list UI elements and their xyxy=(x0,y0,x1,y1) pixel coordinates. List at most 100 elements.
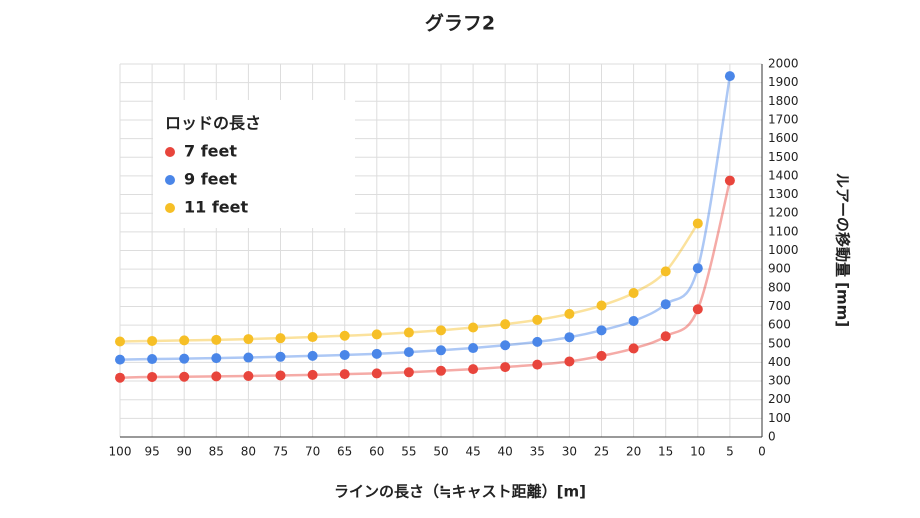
data-point xyxy=(628,343,639,354)
y-tick-label: 1000 xyxy=(768,243,799,257)
x-tick-label: 75 xyxy=(273,445,288,459)
legend-label: 9 feet xyxy=(184,170,237,189)
data-point xyxy=(724,175,735,186)
data-point xyxy=(692,218,703,229)
data-point xyxy=(628,288,639,299)
data-point xyxy=(275,333,286,344)
data-point xyxy=(115,336,125,347)
data-point xyxy=(436,345,446,356)
x-tick-label: 85 xyxy=(209,445,224,459)
data-point xyxy=(468,364,479,375)
chart-title: グラフ2 xyxy=(425,12,495,35)
data-point xyxy=(403,327,414,338)
data-point xyxy=(403,347,414,358)
x-tick-label: 10 xyxy=(690,445,705,459)
x-tick-label: 65 xyxy=(337,445,352,459)
y-tick-label: 500 xyxy=(768,336,791,350)
data-point xyxy=(211,334,222,345)
y-tick-label: 2000 xyxy=(768,57,799,71)
y-tick-label: 1400 xyxy=(768,168,799,182)
data-point xyxy=(243,371,254,382)
data-point xyxy=(243,334,254,345)
data-point xyxy=(596,350,607,361)
data-point xyxy=(692,304,703,315)
data-point xyxy=(243,352,254,363)
x-tick-label: 15 xyxy=(658,445,673,459)
data-point xyxy=(660,266,671,277)
x-tick-label: 95 xyxy=(144,445,159,459)
data-point xyxy=(115,354,125,365)
x-tick-label: 25 xyxy=(594,445,609,459)
data-point xyxy=(339,330,350,341)
data-point xyxy=(403,367,414,378)
y-tick-label: 1700 xyxy=(768,112,799,126)
data-point xyxy=(179,371,190,382)
data-point xyxy=(532,314,543,325)
data-point xyxy=(147,371,158,382)
y-tick-label: 700 xyxy=(768,299,791,313)
data-point xyxy=(307,350,318,361)
data-point xyxy=(468,343,479,354)
data-point xyxy=(147,335,158,346)
y-tick-label: 100 xyxy=(768,411,791,425)
x-tick-label: 100 xyxy=(109,445,132,459)
y-axis-label: ルアーの移動量 [mm] xyxy=(834,173,852,327)
x-tick-label: 35 xyxy=(530,445,545,459)
y-tick-label: 300 xyxy=(768,374,791,388)
y-tick-label: 0 xyxy=(768,430,776,444)
y-tick-label: 900 xyxy=(768,262,791,276)
legend-marker xyxy=(165,203,175,213)
x-tick-label: 45 xyxy=(465,445,480,459)
legend-marker xyxy=(165,175,175,185)
y-tick-label: 1300 xyxy=(768,187,799,201)
data-point xyxy=(211,353,222,364)
legend-marker xyxy=(165,147,175,157)
data-point xyxy=(564,332,575,343)
data-point xyxy=(275,351,286,362)
data-point xyxy=(179,335,190,346)
x-axis-label: ラインの長さ（≒キャスト距離）[m] xyxy=(334,483,586,501)
x-tick-label: 55 xyxy=(401,445,416,459)
data-point xyxy=(275,370,286,381)
y-tick-label: 1100 xyxy=(768,224,799,238)
data-point xyxy=(307,369,318,380)
data-point xyxy=(211,371,222,382)
y-tick-label: 1900 xyxy=(768,75,799,89)
data-point xyxy=(179,353,190,364)
x-tick-label: 5 xyxy=(726,445,734,459)
data-point xyxy=(147,354,158,365)
data-point xyxy=(692,263,703,274)
x-tick-label: 60 xyxy=(369,445,384,459)
data-point xyxy=(660,299,671,310)
y-tick-label: 1500 xyxy=(768,150,799,164)
y-tick-label: 1800 xyxy=(768,94,799,108)
data-point xyxy=(628,315,639,326)
data-point xyxy=(596,300,607,311)
y-tick-label: 1600 xyxy=(768,131,799,145)
legend-label: 7 feet xyxy=(184,142,237,161)
y-tick-label: 600 xyxy=(768,318,791,332)
x-tick-label: 50 xyxy=(433,445,448,459)
x-tick-label: 80 xyxy=(241,445,256,459)
x-tick-label: 20 xyxy=(626,445,641,459)
legend-title: ロッドの長さ xyxy=(165,114,261,133)
x-tick-label: 70 xyxy=(305,445,320,459)
data-point xyxy=(468,322,479,333)
data-point xyxy=(115,372,125,383)
data-point xyxy=(532,359,543,370)
data-point xyxy=(436,365,446,376)
x-tick-label: 40 xyxy=(498,445,513,459)
y-tick-label: 400 xyxy=(768,355,791,369)
data-point xyxy=(564,356,575,367)
data-point xyxy=(532,336,543,347)
data-point xyxy=(500,362,511,373)
y-tick-label: 800 xyxy=(768,280,791,294)
x-tick-label: 0 xyxy=(758,445,766,459)
data-point xyxy=(339,349,350,360)
data-point xyxy=(724,71,735,82)
data-point xyxy=(371,329,382,340)
legend: ロッドの長さ 7 feet 9 feet 11 feet xyxy=(153,100,355,228)
data-point xyxy=(436,325,446,336)
